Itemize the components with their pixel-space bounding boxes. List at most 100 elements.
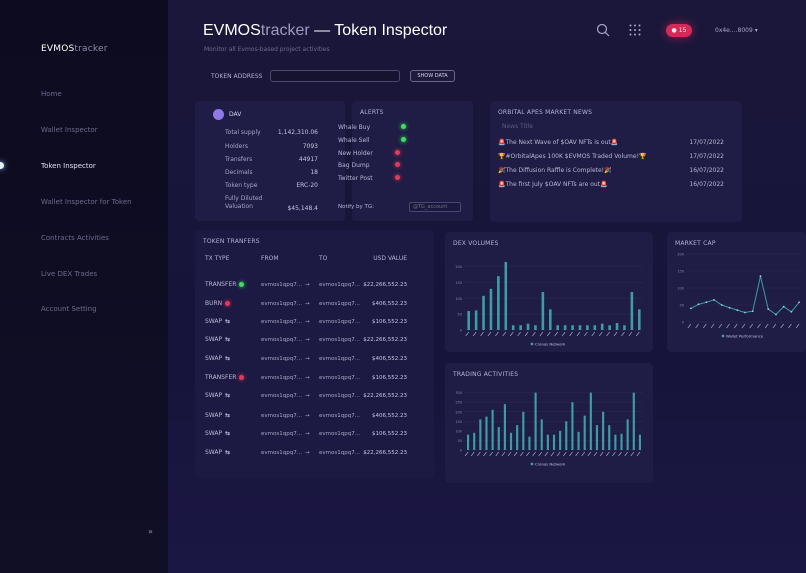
x-tick-label [757, 323, 761, 329]
bar [595, 425, 599, 450]
alert-toggle-bag-dump[interactable] [395, 162, 400, 167]
tx-from-cell[interactable]: evmos1qpq7... [261, 431, 302, 437]
tx-from-cell[interactable]: evmos1qpq7... [261, 356, 302, 362]
token-row-label: Decimals [225, 169, 253, 176]
tx-value-cell: $406,552.23 [372, 301, 407, 307]
tx-to-cell[interactable]: evmos1qpq7... [319, 450, 360, 456]
alert-label: New Holder [338, 150, 373, 157]
tx-from-cell[interactable]: evmos1qpq7... [261, 393, 302, 399]
tx-to-cell[interactable]: evmos1qpq7... [319, 356, 360, 362]
col-header-from: FROM [261, 255, 279, 262]
tx-from-cell[interactable]: evmos1qpq7... [261, 450, 302, 456]
tx-from-cell[interactable]: evmos1qpq7... [261, 282, 302, 288]
tx-type-label: SWAP [205, 449, 223, 456]
alerts-title: ALERTS [360, 109, 384, 116]
tx-to-cell[interactable]: evmos1qpq7... [319, 282, 360, 288]
notifications-button[interactable]: ● 15 [666, 24, 692, 37]
tx-from-cell[interactable]: evmos1qpq7... [261, 337, 302, 343]
token-logo-icon [213, 109, 224, 120]
apps-grid-icon[interactable] [628, 23, 642, 37]
y-tick-label: 50 [680, 304, 684, 308]
sidebar-item-token-inspector[interactable]: Token Inspector [41, 162, 96, 170]
market-cap-title: MARKET CAP [675, 240, 716, 247]
alert-toggle-whale-buy[interactable] [401, 124, 406, 129]
bar [497, 276, 500, 330]
tx-from-cell[interactable]: evmos1qpq7... [261, 301, 302, 307]
y-tick-label: 250 [455, 401, 462, 405]
alert-toggle-whale-sell[interactable] [401, 137, 406, 142]
x-tick-label [480, 331, 484, 337]
party-icon: 🎉 [498, 167, 506, 174]
token-row-label: Holders [225, 143, 248, 150]
data-point [759, 275, 762, 277]
sidebar-item-live-dex-trades[interactable]: Live DEX Trades [41, 270, 98, 278]
sidebar-item-wallet-inspector[interactable]: Wallet Inspector [41, 126, 98, 134]
tx-type-cell: SWAP ⇆ [205, 355, 230, 362]
search-icon[interactable] [596, 23, 610, 37]
tx-type-cell: SWAP ⇆ [205, 449, 230, 456]
bar [479, 419, 482, 450]
bar [467, 311, 471, 330]
y-tick-label: 100 [455, 429, 462, 433]
tx-to-cell[interactable]: evmos1qpq7... [319, 375, 360, 381]
token-row-value: 7093 [302, 143, 318, 150]
sidebar-item-contracts-activities[interactable]: Contracts Activities [41, 234, 109, 242]
y-tick-label: 150 [455, 420, 462, 424]
news-item[interactable]: 🏆#OrbitalApes 100K $EVMOS Traded Volume!… [498, 153, 646, 160]
alert-label: Whale Sell [338, 137, 370, 144]
col-header-to: TO [319, 255, 328, 262]
show-data-button[interactable]: SHOW DATA [410, 70, 455, 82]
brand-logo[interactable]: EVMOStracker [41, 44, 108, 54]
alert-toggle-twitter-post[interactable] [395, 175, 400, 180]
bar [593, 325, 597, 330]
sidebar-item-wallet-inspector-token[interactable]: Wallet Inspector for Token [41, 198, 132, 206]
news-subtitle: News Title [502, 123, 533, 130]
news-date: 16/07/2022 [689, 167, 724, 174]
bar [534, 325, 537, 330]
tx-type-label: TRANSFER [205, 281, 237, 288]
tx-to-cell[interactable]: evmos1qpq7... [319, 301, 360, 307]
sidebar-item-home[interactable]: Home [41, 90, 62, 98]
news-item[interactable]: 🎉The Diffusion Raffle is Complete!🎉 [498, 167, 612, 174]
news-item[interactable]: 🚨The first July $OAV NFTs are out🚨 [498, 181, 608, 188]
y-tick-label: 200 [677, 253, 684, 257]
bar [602, 411, 605, 450]
bar [571, 325, 574, 330]
tx-to-cell[interactable]: evmos1qpq7... [319, 393, 360, 399]
notify-tg-input[interactable] [409, 202, 461, 212]
x-tick-label [687, 323, 692, 329]
tx-to-cell[interactable]: evmos1qpq7... [319, 319, 360, 325]
y-tick-label: 50 [458, 439, 462, 443]
x-tick-label [599, 451, 604, 457]
sidebar-item-account-setting[interactable]: Account Setting [41, 305, 97, 313]
data-point [790, 310, 793, 313]
news-text: #OrbitalApes 100K $EVMOS Traded Volume! [505, 153, 639, 160]
tx-to-cell[interactable]: evmos1qpq7... [319, 413, 360, 419]
data-point [751, 310, 754, 313]
news-item[interactable]: 🚨The Next Wave of $OAV NFTs is out🚨 [498, 139, 618, 146]
x-tick-label [741, 323, 746, 329]
arrow-icon: → [305, 450, 310, 456]
x-tick-label [772, 323, 777, 329]
tx-to-cell[interactable]: evmos1qpq7... [319, 337, 360, 343]
status-red-icon [239, 375, 245, 380]
x-tick-label [532, 451, 536, 457]
x-tick-label [628, 331, 633, 337]
tx-type-cell: TRANSFER [205, 281, 245, 288]
tx-from-cell[interactable]: evmos1qpq7... [261, 375, 302, 381]
collapse-sidebar-button[interactable]: » [148, 527, 153, 536]
tx-from-cell[interactable]: evmos1qpq7... [261, 319, 302, 325]
bar [589, 392, 592, 450]
tx-to-cell[interactable]: evmos1qpq7... [319, 431, 360, 437]
x-tick-label [612, 451, 616, 457]
y-tick-label: 200 [455, 265, 462, 269]
y-tick-label: 0 [682, 321, 684, 325]
token-row-label: Fully Diluted Valuation [225, 195, 263, 210]
news-date: 16/07/2022 [689, 181, 724, 188]
token-address-input[interactable] [270, 70, 400, 82]
arrow-icon: → [305, 356, 310, 362]
alert-toggle-new-holder[interactable] [395, 150, 400, 155]
tx-type-cell: SWAP ⇆ [205, 336, 230, 343]
tx-from-cell[interactable]: evmos1qpq7... [261, 413, 302, 419]
wallet-dropdown[interactable]: 0x4e....8009 ▾ [715, 27, 758, 34]
